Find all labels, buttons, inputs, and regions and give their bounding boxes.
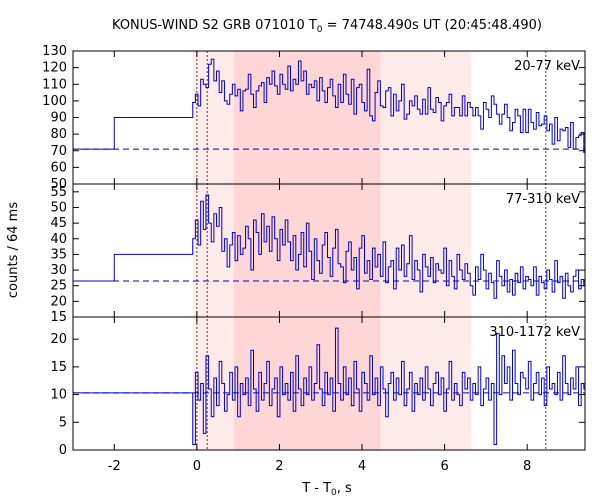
x-tick-label: 6 — [440, 459, 448, 474]
y-tick-label: 70 — [50, 144, 67, 159]
y-tick-label: 30 — [50, 263, 67, 278]
y-tick-label: 0 — [59, 443, 67, 458]
energy-band-label: 310-1172 keV — [489, 325, 580, 340]
x-tick-label: 2 — [275, 459, 283, 474]
y-tick-label: 50 — [50, 200, 67, 215]
x-axis-label: T - T0, s — [301, 481, 352, 498]
energy-band-label: 77-310 keV — [506, 192, 580, 207]
x-tick-label: -2 — [108, 459, 121, 474]
count-rate-curve — [73, 327, 585, 445]
y-tick-label: 55 — [50, 185, 67, 200]
count-rate-curve — [73, 194, 585, 299]
shaded-interval-3 — [380, 51, 472, 450]
y-tick-label: 130 — [42, 44, 67, 59]
x-tick-label: 4 — [358, 459, 366, 474]
y-tick-label: 90 — [50, 111, 67, 126]
y-tick-label: 120 — [42, 61, 67, 76]
y-tick-label: 60 — [50, 160, 67, 175]
y-tick-label: 110 — [42, 77, 67, 92]
x-tick-label: 0 — [193, 459, 201, 474]
y-tick-label: 15 — [50, 310, 67, 325]
y-tick-label: 40 — [50, 232, 67, 247]
y-tick-label: 20 — [50, 332, 67, 347]
y-tick-label: 5 — [59, 415, 67, 430]
x-tick-label: 8 — [523, 459, 531, 474]
y-tick-label: 10 — [50, 388, 67, 403]
y-tick-label: 80 — [50, 127, 67, 142]
y-tick-label: 25 — [50, 279, 67, 294]
chart-title: KONUS-WIND S2 GRB 071010 T0 = 74748.490s… — [112, 18, 542, 35]
energy-band-label: 20-77 keV — [514, 59, 580, 74]
y-tick-label: 35 — [50, 247, 67, 262]
panel-310-1172-kev: 0 5 10 15 20 310-1172 keV — [50, 316, 586, 458]
y-tick-label: 100 — [42, 94, 67, 109]
y-tick-label: 20 — [50, 294, 67, 309]
y-tick-label: 15 — [50, 360, 67, 375]
count-rate-curve — [73, 58, 585, 153]
panel-frame — [72, 316, 586, 451]
y-tick-label: 45 — [50, 216, 67, 231]
y-tick-label: 50 — [50, 177, 67, 192]
y-axis-label: counts / 64 ms — [6, 202, 21, 298]
marker-lines-layer — [196, 51, 547, 450]
